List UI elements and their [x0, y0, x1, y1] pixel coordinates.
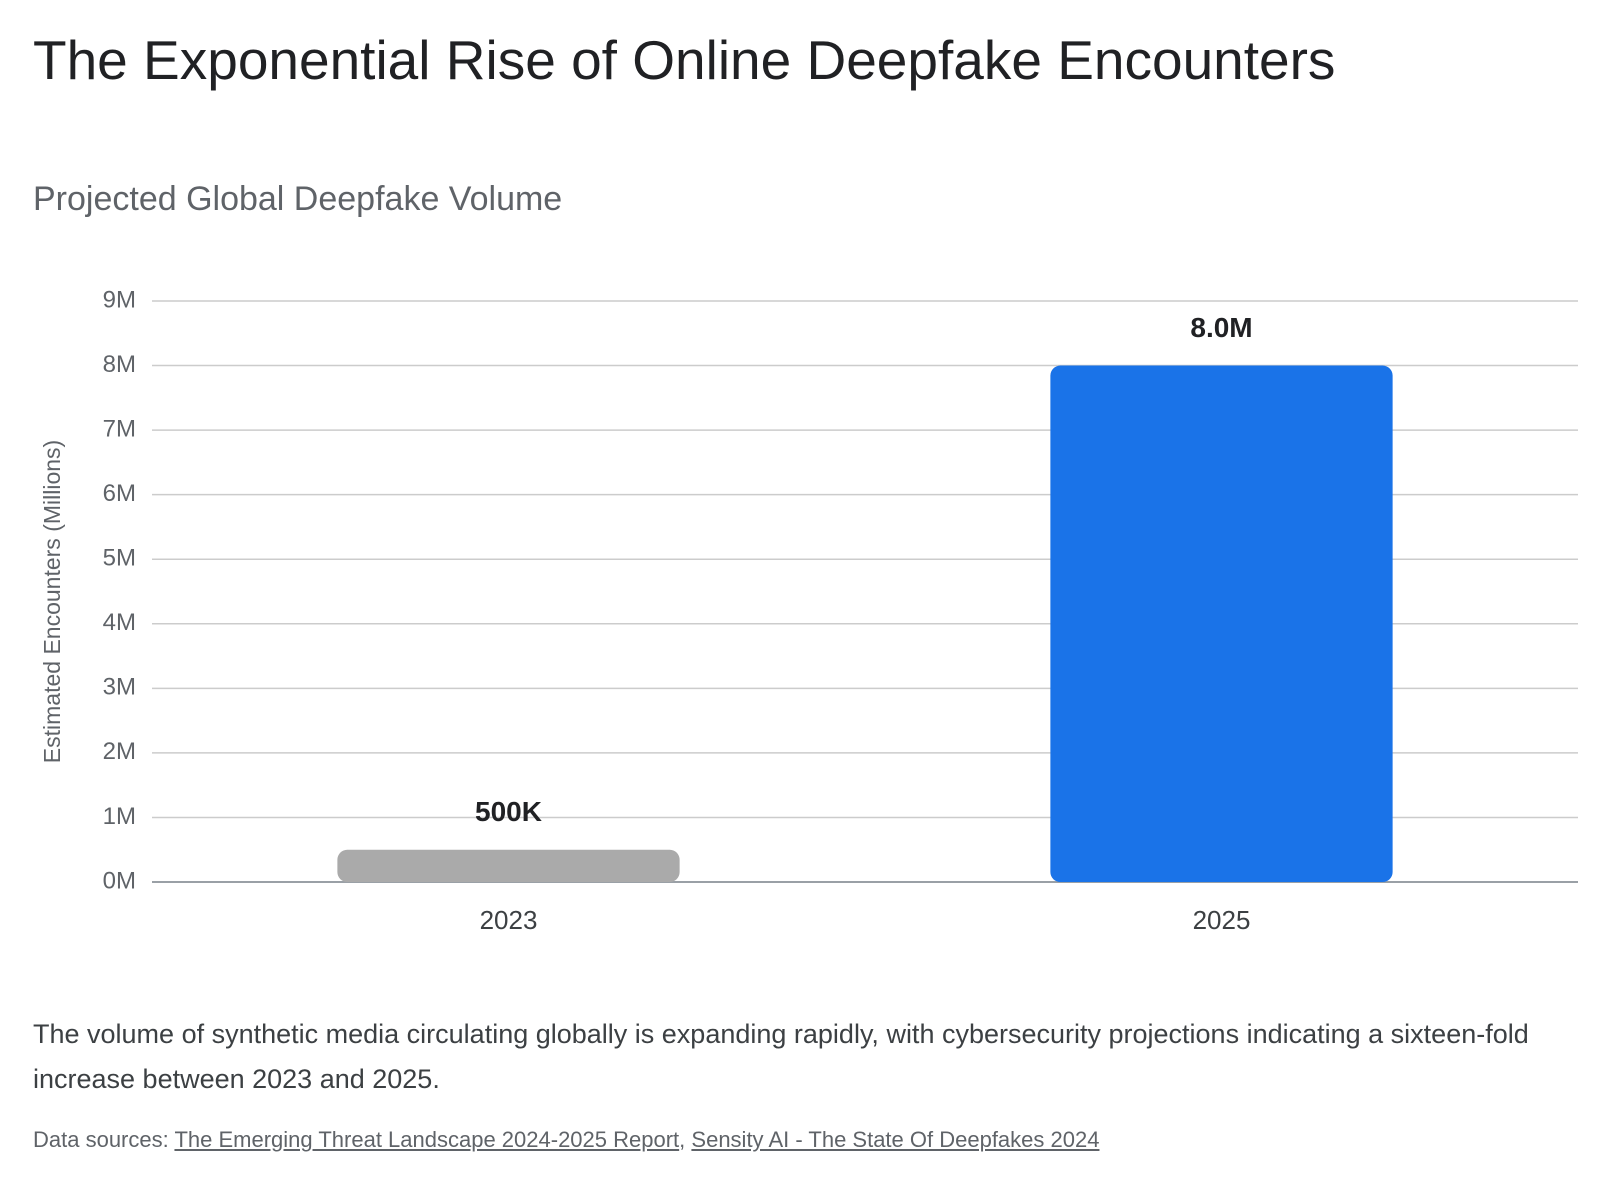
- y-tick-label: 3M: [103, 674, 136, 701]
- sources: Data sources: The Emerging Threat Landsc…: [33, 1127, 1099, 1153]
- sources-label: Data sources:: [33, 1127, 169, 1152]
- value-label: 500K: [475, 796, 542, 827]
- y-tick-label: 2M: [103, 738, 136, 765]
- y-tick-label: 0M: [103, 867, 136, 894]
- y-tick-label: 5M: [103, 545, 136, 572]
- value-label: 8.0M: [1190, 312, 1252, 343]
- y-tick-label: 4M: [103, 609, 136, 636]
- chart: Projected Global Deepfake Volume Estimat…: [33, 180, 1578, 935]
- y-tick-label: 6M: [103, 480, 136, 507]
- y-tick-label: 9M: [103, 286, 136, 313]
- y-axis-label: Estimated Encounters (Millions): [39, 440, 65, 763]
- separator: ,: [679, 1127, 686, 1152]
- y-tick-label: 8M: [103, 351, 136, 378]
- y-tick-label: 7M: [103, 415, 136, 442]
- source-link[interactable]: Sensity AI - The State Of Deepfakes 2024: [691, 1127, 1100, 1152]
- chart-title: Projected Global Deepfake Volume: [33, 180, 562, 218]
- page-heading: The Exponential Rise of Online Deepfake …: [33, 29, 1336, 91]
- x-tick-label: 2025: [1193, 905, 1251, 935]
- bar: [337, 849, 680, 882]
- x-tick-label: 2023: [480, 905, 538, 935]
- source-link[interactable]: The Emerging Threat Landscape 2024-2025 …: [174, 1127, 680, 1152]
- description: The volume of synthetic media circulatin…: [33, 1019, 1529, 1094]
- y-tick-label: 1M: [103, 803, 136, 830]
- bar: [1050, 365, 1393, 882]
